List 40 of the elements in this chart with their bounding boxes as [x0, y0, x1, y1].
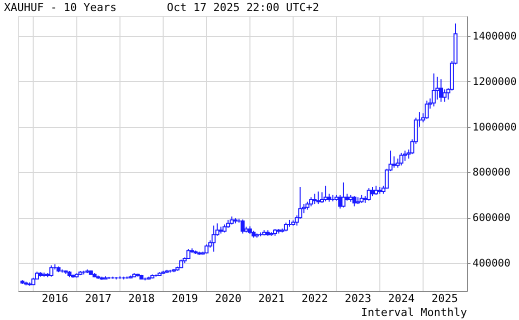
x-tick-label: 2019 [172, 292, 198, 305]
candlestick [309, 196, 314, 207]
candlestick [432, 72, 436, 107]
x-tick-label: 2023 [344, 292, 372, 305]
candlestick [399, 152, 404, 166]
candlestick [338, 194, 342, 210]
candlestick [324, 185, 328, 202]
candlestick [49, 264, 54, 278]
candlestick [366, 188, 371, 202]
candlestick [442, 88, 447, 102]
y-tick-label: 1200000 [472, 76, 517, 88]
candlestick [374, 185, 378, 196]
x-tick-label: 2020 [214, 292, 242, 305]
candlestick [352, 196, 356, 207]
candlestick [212, 225, 216, 252]
candlestick [392, 156, 396, 168]
y-tick-label: 800000 [472, 166, 510, 179]
y-tick-label: 400000 [472, 258, 510, 270]
candlestick [402, 150, 407, 162]
candlestick [424, 100, 429, 120]
x-tick-label: 2021 [258, 292, 285, 305]
candlestick [316, 191, 320, 205]
candlestick [186, 248, 190, 260]
x-tick-label: 2022 [302, 292, 328, 305]
y-tick-label: 1400000 [472, 30, 517, 42]
candlestick [370, 186, 375, 197]
candlestick [341, 182, 346, 208]
chart-subtitle: Oct 17 2025 22:00 UTC+2 [166, 1, 320, 14]
x-tick-label: 2018 [128, 292, 155, 305]
x-tick-label: 2024 [388, 292, 416, 305]
x-tick-label: 2016 [42, 292, 68, 305]
x-tick-label: 2017 [85, 292, 112, 305]
candlestick [312, 193, 317, 205]
y-tick-label: 1000000 [472, 121, 517, 134]
text: Interval Monthly [361, 306, 468, 319]
y-tick-label: 600000 [472, 212, 510, 224]
x-tick-label: 2025 [431, 292, 458, 305]
candlestick [240, 218, 245, 234]
chart-title: XAUHUF - 10 Years [4, 1, 117, 14]
candlestick [439, 78, 444, 102]
